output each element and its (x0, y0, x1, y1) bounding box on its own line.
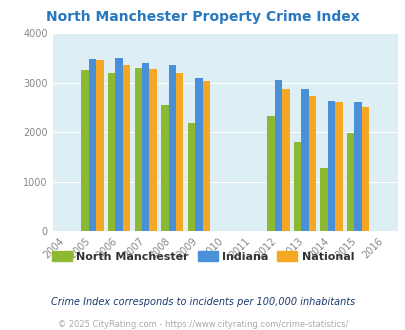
Bar (335, 102, 342, 231)
Bar (81, 70, 89, 231)
Bar (134, 68, 142, 231)
Bar (274, 80, 281, 231)
Bar (115, 58, 123, 231)
Bar (194, 78, 202, 231)
Bar (168, 65, 175, 231)
Bar (308, 96, 315, 231)
Text: © 2025 CityRating.com - https://www.cityrating.com/crime-statistics/: © 2025 CityRating.com - https://www.city… (58, 320, 347, 329)
Bar (149, 69, 156, 231)
Text: North Manchester Property Crime Index: North Manchester Property Crime Index (46, 10, 359, 24)
Bar (123, 65, 130, 231)
Bar (89, 59, 96, 231)
Bar (281, 89, 289, 231)
Bar (142, 63, 149, 231)
Bar (202, 81, 209, 231)
Bar (293, 142, 301, 231)
Bar (187, 123, 194, 231)
Text: Crime Index corresponds to incidents per 100,000 inhabitants: Crime Index corresponds to incidents per… (51, 297, 354, 307)
Bar (108, 73, 115, 231)
Bar (161, 105, 168, 231)
Bar (327, 101, 335, 231)
Bar (175, 73, 183, 231)
Bar (96, 60, 104, 231)
Bar (346, 133, 354, 231)
Bar (266, 116, 274, 231)
Bar (354, 102, 361, 231)
Bar (320, 168, 327, 231)
Legend: North Manchester, Indiana, National: North Manchester, Indiana, National (47, 247, 358, 267)
Bar (361, 107, 368, 231)
Bar (301, 89, 308, 231)
